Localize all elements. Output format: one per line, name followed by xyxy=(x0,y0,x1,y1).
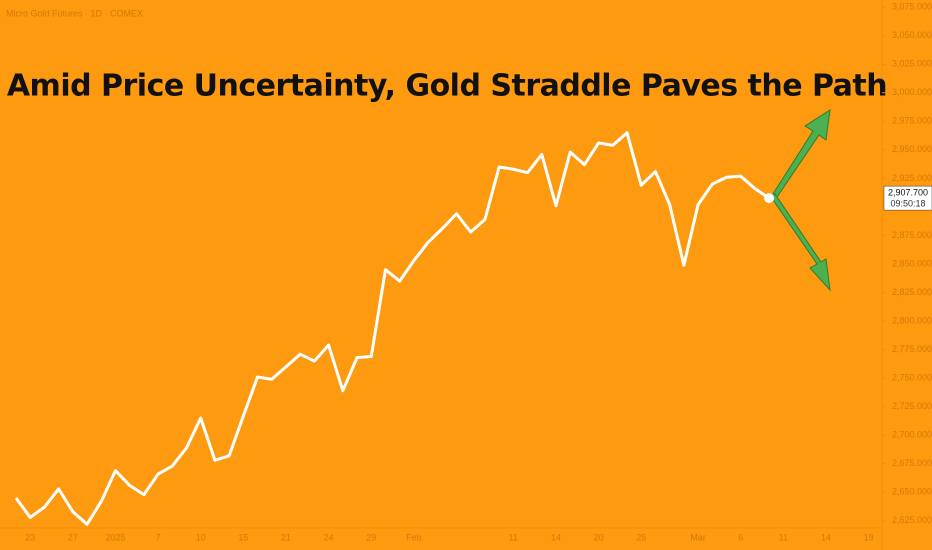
x-tick-label: 21 xyxy=(281,532,291,542)
countdown: 09:50:18 xyxy=(890,199,925,209)
x-tick-label: Mar xyxy=(690,532,706,542)
x-tick-label: 2025 xyxy=(105,532,125,542)
x-tick-label: 14 xyxy=(551,532,561,542)
price-box xyxy=(883,185,932,211)
y-tick-label: 3,050.000 xyxy=(892,30,932,40)
y-tick-label: 2,750.000 xyxy=(892,373,932,383)
y-tick-label: 2,775.000 xyxy=(892,344,932,354)
x-tick-label: 6 xyxy=(738,532,743,542)
x-tick-label: 19 xyxy=(864,532,874,542)
y-tick-label: 2,850.000 xyxy=(892,258,932,268)
y-tick-label: 2,650.000 xyxy=(892,487,932,497)
y-tick-label: 3,000.000 xyxy=(892,87,932,97)
x-tick-label: 23 xyxy=(25,532,35,542)
price-label: 2,907.700 xyxy=(888,188,928,198)
y-tick-label: 2,925.000 xyxy=(892,173,932,183)
x-tick-label: 24 xyxy=(324,532,334,542)
y-tick-label: 2,875.000 xyxy=(892,230,932,240)
y-tick-label: 2,950.000 xyxy=(892,144,932,154)
y-tick-label: 2,675.000 xyxy=(892,458,932,468)
x-tick-label: 29 xyxy=(366,532,376,542)
y-tick-label: 2,825.000 xyxy=(892,287,932,297)
x-tick-label: 7 xyxy=(156,532,161,542)
y-tick-label: 2,725.000 xyxy=(892,401,932,411)
x-tick-label: 15 xyxy=(238,532,248,542)
y-tick-label: 2,800.000 xyxy=(892,315,932,325)
x-tick-label: 10 xyxy=(196,532,206,542)
y-tick-label: 3,075.000 xyxy=(892,2,932,12)
x-tick-label: 20 xyxy=(594,532,604,542)
price-line xyxy=(14,131,770,526)
x-tick-label: 11 xyxy=(779,532,788,542)
arrows xyxy=(770,108,831,292)
down-arrow xyxy=(770,193,831,292)
chart-title: Amid Price Uncertainty, Gold Straddle Pa… xyxy=(7,69,887,104)
y-tick-label: 2,625.000 xyxy=(892,515,932,525)
x-tick-label: 14 xyxy=(821,532,831,542)
x-tick-label: Feb xyxy=(406,532,422,542)
x-tick-label: 27 xyxy=(68,532,78,542)
last-point xyxy=(764,193,775,204)
y-tick-label: 3,025.000 xyxy=(892,59,932,69)
y-tick-label: 2,700.000 xyxy=(892,430,932,440)
up-arrow xyxy=(770,108,831,201)
x-tick-label: 25 xyxy=(636,532,646,542)
symbol-label: Micro Gold Futures · 1D · COMEX xyxy=(6,8,143,18)
x-tick-label: 11 xyxy=(509,532,518,542)
y-tick-label: 2,975.000 xyxy=(892,116,932,126)
